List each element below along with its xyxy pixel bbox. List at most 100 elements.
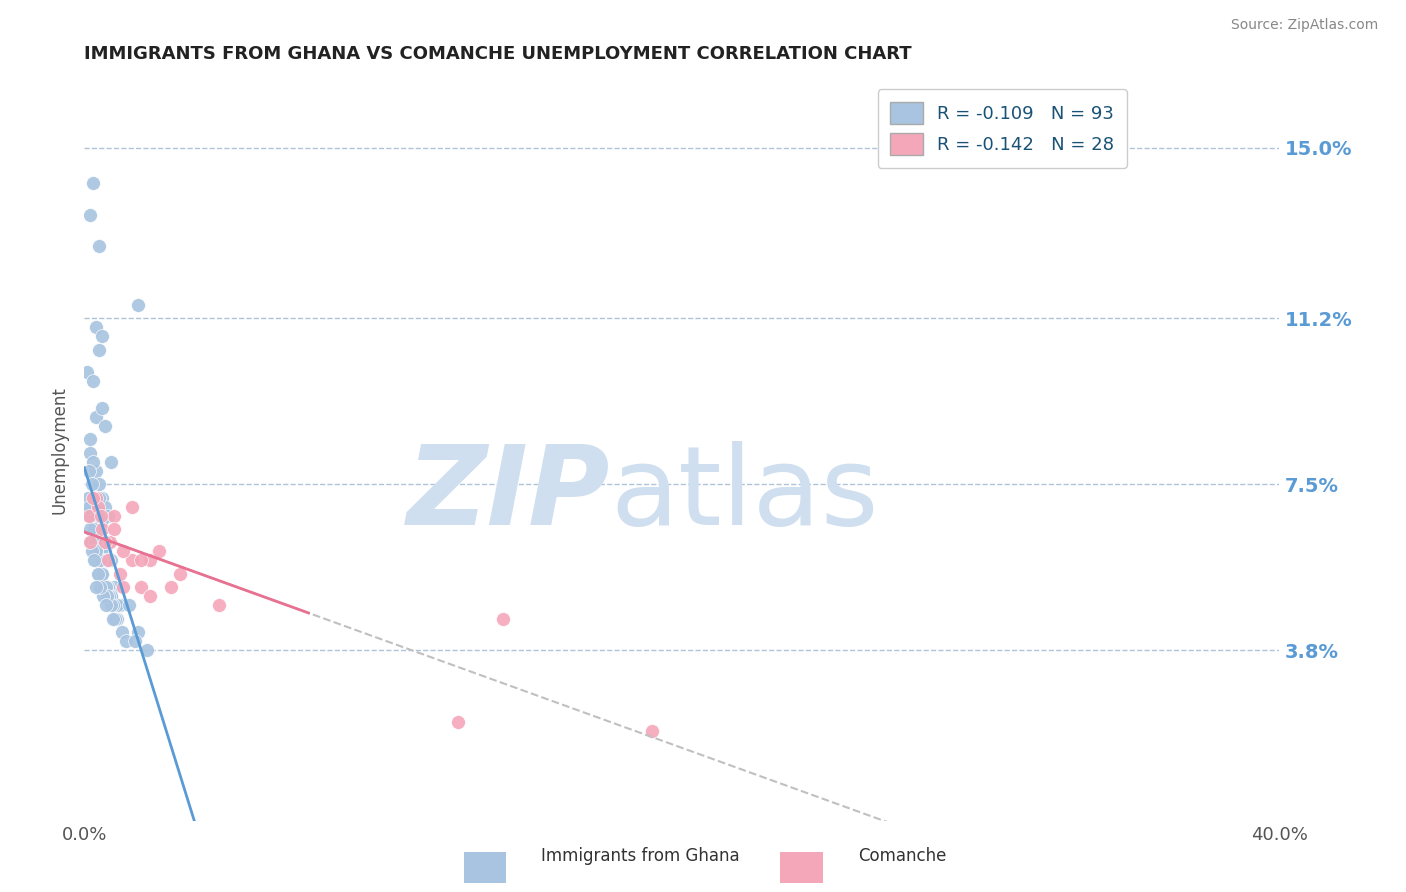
Point xyxy=(100,589,122,603)
Point xyxy=(82,455,104,469)
Point xyxy=(127,298,149,312)
Point xyxy=(87,500,110,514)
Point xyxy=(94,580,117,594)
Point xyxy=(82,491,104,505)
Point xyxy=(94,500,117,514)
Point xyxy=(82,491,104,505)
Point xyxy=(83,535,105,549)
Point xyxy=(86,535,108,549)
Point xyxy=(169,566,191,581)
Point xyxy=(91,522,114,536)
Point xyxy=(121,553,143,567)
Point xyxy=(79,500,101,514)
Point xyxy=(112,580,135,594)
Point xyxy=(86,553,108,567)
Point xyxy=(103,580,125,594)
Point xyxy=(84,544,107,558)
Point xyxy=(86,491,108,505)
Point xyxy=(94,599,117,613)
Point xyxy=(79,508,101,523)
Point xyxy=(94,580,117,594)
Point xyxy=(80,544,103,558)
Point xyxy=(93,580,115,594)
Point xyxy=(79,432,101,446)
Point xyxy=(94,544,117,558)
Point xyxy=(77,491,100,505)
Point xyxy=(89,580,111,594)
Point xyxy=(80,535,103,549)
Point xyxy=(97,553,120,567)
Point xyxy=(97,580,120,594)
Point xyxy=(90,508,112,523)
Point xyxy=(79,208,101,222)
Point xyxy=(492,612,515,626)
Point xyxy=(105,612,128,626)
Point xyxy=(110,566,132,581)
Point xyxy=(94,580,117,594)
Point xyxy=(89,553,111,567)
Point xyxy=(100,599,122,613)
Point xyxy=(89,553,111,567)
Point xyxy=(87,508,110,523)
Point xyxy=(89,566,111,581)
Point xyxy=(77,500,100,514)
Point xyxy=(447,714,470,729)
Point xyxy=(112,544,135,558)
Point xyxy=(110,599,132,613)
Point xyxy=(98,589,121,603)
Point xyxy=(101,599,124,613)
Point xyxy=(97,589,120,603)
Point xyxy=(82,374,104,388)
Point xyxy=(91,401,114,415)
Point xyxy=(100,589,122,603)
Point xyxy=(82,177,104,191)
Point xyxy=(91,566,114,581)
Point xyxy=(94,418,117,433)
Point xyxy=(127,625,149,640)
Point xyxy=(94,535,117,549)
Point xyxy=(77,508,100,523)
Point xyxy=(105,599,128,613)
Point xyxy=(86,522,108,536)
Point xyxy=(104,612,127,626)
Point xyxy=(91,329,114,343)
Point xyxy=(77,500,100,514)
Point xyxy=(89,553,111,567)
Point xyxy=(136,643,159,657)
Point xyxy=(139,589,162,603)
Point xyxy=(84,544,107,558)
Point xyxy=(129,553,152,567)
Point xyxy=(96,553,118,567)
Point xyxy=(89,343,111,357)
Point xyxy=(96,589,118,603)
Point xyxy=(79,446,101,460)
Point xyxy=(76,365,98,379)
Point xyxy=(86,320,108,334)
Legend: R = -0.109   N = 93, R = -0.142   N = 28: R = -0.109 N = 93, R = -0.142 N = 28 xyxy=(877,89,1128,168)
Point xyxy=(148,544,170,558)
Point xyxy=(91,580,114,594)
Point xyxy=(97,508,120,523)
Point xyxy=(86,566,108,581)
Point xyxy=(93,589,115,603)
Point xyxy=(83,544,105,558)
Point xyxy=(641,723,664,738)
Point xyxy=(93,580,115,594)
Point xyxy=(100,455,122,469)
Point xyxy=(87,508,110,523)
Text: IMMIGRANTS FROM GHANA VS COMANCHE UNEMPLOYMENT CORRELATION CHART: IMMIGRANTS FROM GHANA VS COMANCHE UNEMPL… xyxy=(84,45,912,63)
Point xyxy=(100,553,122,567)
Point xyxy=(82,535,104,549)
Text: Immigrants from Ghana: Immigrants from Ghana xyxy=(541,847,740,865)
Point xyxy=(89,239,111,253)
Text: Comanche: Comanche xyxy=(858,847,946,865)
Point xyxy=(86,409,108,424)
Point xyxy=(79,535,101,549)
FancyBboxPatch shape xyxy=(456,846,515,889)
Point xyxy=(97,589,120,603)
Point xyxy=(90,553,112,567)
Point xyxy=(160,580,183,594)
Point xyxy=(124,634,146,648)
Point xyxy=(90,544,112,558)
Point xyxy=(114,634,136,648)
